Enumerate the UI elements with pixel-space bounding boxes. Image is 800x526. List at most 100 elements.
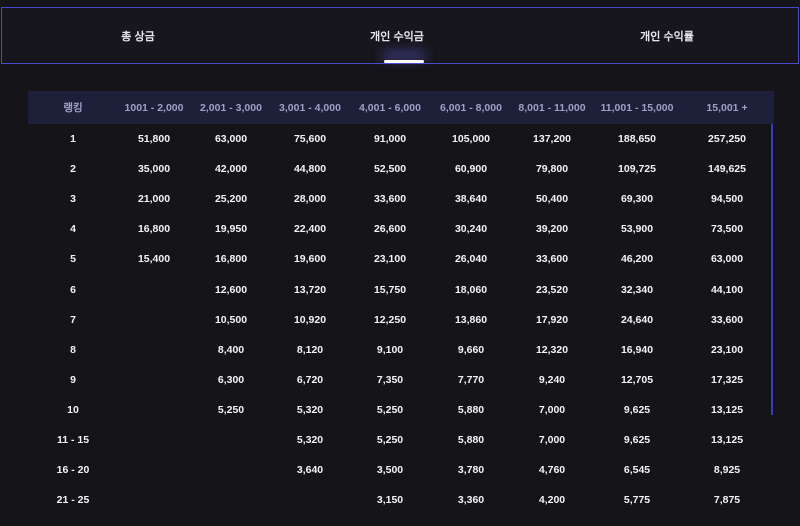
prize-cell: 19,600: [293, 253, 327, 266]
prize-cell: [272, 485, 348, 515]
table-row: 2 35,000 42,000 44,800 52,500 60,900 79,800 109…: [28, 154, 774, 184]
table-row: 7 10,500 10,920 12,250 13,860 17,920 24,640 33,…: [28, 305, 774, 335]
prize-cell: 23,520: [535, 283, 569, 296]
prize-cell: 137,200: [533, 133, 571, 146]
prize-cell: 33,600: [373, 193, 407, 206]
rank-cell: 6: [70, 283, 76, 296]
prize-cell: 63,000: [710, 253, 744, 266]
rank-cell: 8: [70, 343, 76, 356]
prize-cell: 23,100: [373, 253, 407, 266]
prize-cell: 3,780: [457, 464, 485, 477]
prize-cell: 6,545: [623, 464, 651, 477]
prize-cell: 42,000: [214, 163, 248, 176]
prize-cell: 4,760: [538, 464, 566, 477]
prize-cell: 105,000: [452, 133, 490, 146]
prize-cell: 33,600: [535, 253, 569, 266]
prize-cell: 9,240: [538, 373, 566, 386]
prize-cell: 6,720: [296, 373, 324, 386]
table-row: 9 6,300 6,720 7,350 7,770 9,240 12,705 17,325: [28, 365, 774, 395]
table-row: 8 8,400 8,120 9,100 9,660 12,320 16,940 23,100: [28, 335, 774, 365]
prize-cell: 50,400: [535, 193, 569, 206]
prize-cell: 8,925: [713, 464, 741, 477]
prize-cell: 12,600: [214, 283, 248, 296]
prize-cell: 7,000: [538, 403, 566, 416]
prize-cell: 7,770: [457, 373, 485, 386]
prize-cell: 5,250: [217, 403, 245, 416]
prize-cell: 5,250: [376, 403, 404, 416]
header-range-1: 1001 - 2,000: [124, 101, 184, 114]
prize-table: 랭킹 1001 - 2,000 2,001 - 3,000 3,001 - 4,…: [28, 91, 774, 515]
prize-cell: 13,720: [293, 283, 327, 296]
prize-cell: 44,800: [293, 163, 327, 176]
prize-cell: 13,860: [454, 313, 488, 326]
prize-cell: [190, 455, 272, 485]
table-row: 21 - 25 3,150 3,360 4,200 5,775 7,875: [28, 485, 774, 515]
prize-cell: 188,650: [618, 133, 656, 146]
tab-personal-earnings-label: 개인 수익금: [370, 30, 424, 43]
prize-cell: 79,800: [535, 163, 569, 176]
prize-cell: 9,625: [623, 403, 651, 416]
prize-cell: 16,800: [214, 253, 248, 266]
tab-personal-return-rate-label: 개인 수익률: [640, 30, 694, 43]
scroll-indicator: [771, 124, 773, 415]
prize-cell: 38,640: [454, 193, 488, 206]
prize-cell: 91,000: [373, 133, 407, 146]
prize-cell: [190, 485, 272, 515]
prize-cell: 10,920: [293, 313, 327, 326]
prize-cell: 33,600: [710, 313, 744, 326]
header-range-5: 6,001 - 8,000: [440, 101, 502, 114]
tab-bar: 총 상금 개인 수익금 개인 수익률: [1, 7, 799, 64]
prize-cell: 109,725: [618, 163, 656, 176]
tab-personal-earnings[interactable]: 개인 수익금: [262, 8, 532, 63]
prize-cell: 5,250: [376, 433, 404, 446]
prize-cell: [118, 455, 190, 485]
prize-cell: 60,900: [454, 163, 488, 176]
prize-cell: 9,100: [376, 343, 404, 356]
table-body: 1 51,800 63,000 75,600 91,000 105,000 137,200 1…: [28, 124, 774, 515]
prize-cell: 10,500: [214, 313, 248, 326]
prize-cell: 52,500: [373, 163, 407, 176]
rank-cell: 16 - 20: [56, 464, 90, 477]
tab-total-prize[interactable]: 총 상금: [2, 8, 274, 63]
prize-cell: 15,750: [373, 283, 407, 296]
prize-cell: 51,800: [137, 133, 171, 146]
tab-personal-return-rate[interactable]: 개인 수익률: [532, 8, 800, 63]
header-range-7: 11,001 - 15,000: [600, 101, 674, 114]
prize-cell: 5,775: [623, 494, 651, 507]
table-row: 5 15,400 16,800 19,600 23,100 26,040 33,600 46,…: [28, 244, 774, 274]
prize-cell: 44,100: [710, 283, 744, 296]
prize-cell: 46,200: [620, 253, 654, 266]
prize-cell: 32,340: [620, 283, 654, 296]
rank-cell: 3: [70, 193, 76, 206]
prize-cell: 94,500: [710, 193, 744, 206]
prize-cell: 69,300: [620, 193, 654, 206]
table-row: 4 16,800 19,950 22,400 26,600 30,240 39,200 53,…: [28, 214, 774, 244]
prize-cell: 5,880: [457, 433, 485, 446]
prize-cell: 3,640: [296, 464, 324, 477]
table-row: 1 51,800 63,000 75,600 91,000 105,000 137,200 1…: [28, 124, 774, 154]
prize-cell: 5,320: [296, 433, 324, 446]
rank-cell: 7: [70, 313, 76, 326]
prize-cell: 73,500: [710, 223, 744, 236]
rank-cell: 1: [70, 133, 76, 146]
rank-cell: 5: [70, 253, 76, 266]
rank-cell: 10: [67, 403, 79, 416]
tab-total-prize-label: 총 상금: [121, 30, 155, 43]
prize-cell: 16,940: [620, 343, 654, 356]
prize-cell: 7,000: [538, 433, 566, 446]
prize-cell: 39,200: [535, 223, 569, 236]
prize-cell: [118, 274, 190, 304]
prize-cell: 9,625: [623, 433, 651, 446]
prize-cell: 26,600: [373, 223, 407, 236]
prize-cell: 13,125: [710, 433, 744, 446]
prize-cell: 8,400: [217, 343, 245, 356]
header-range-4: 4,001 - 6,000: [359, 101, 421, 114]
prize-cell: 63,000: [214, 133, 248, 146]
header-range-2: 2,001 - 3,000: [200, 101, 262, 114]
table-row: 11 - 15 5,320 5,250 5,880 7,000 9,625 13,125: [28, 425, 774, 455]
rank-cell: 9: [70, 373, 76, 386]
prize-cell: 15,400: [137, 253, 171, 266]
table-row: 6 12,600 13,720 15,750 18,060 23,520 32,340 44,…: [28, 274, 774, 304]
table-row: 16 - 20 3,640 3,500 3,780 4,760 6,545 8,925: [28, 455, 774, 485]
prize-cell: 35,000: [137, 163, 171, 176]
